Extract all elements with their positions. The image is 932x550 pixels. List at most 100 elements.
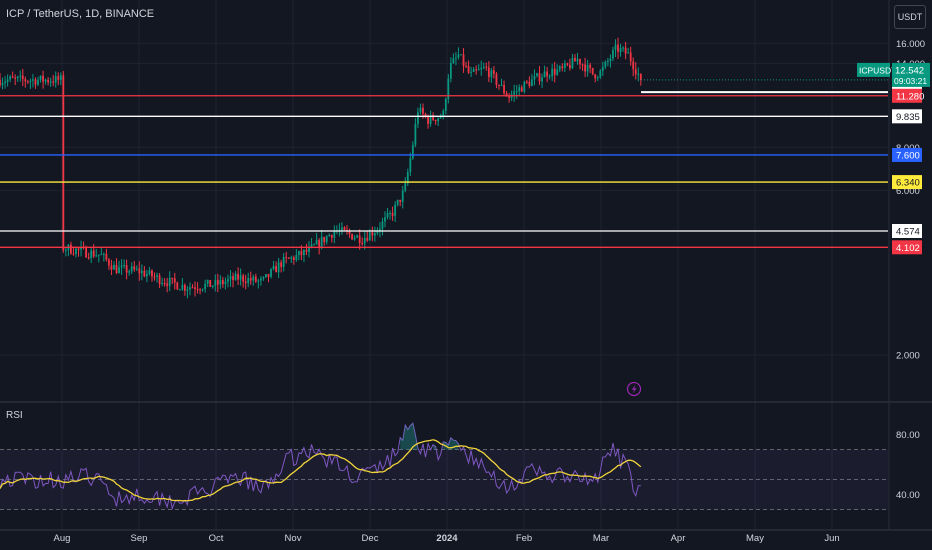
candle-body bbox=[632, 61, 635, 70]
candle-body bbox=[318, 240, 321, 248]
candle-body bbox=[601, 67, 604, 71]
candle-body bbox=[569, 64, 571, 69]
candle-body bbox=[259, 278, 262, 281]
candle-body bbox=[100, 254, 103, 256]
candle-body bbox=[401, 190, 404, 202]
candle-body bbox=[305, 249, 308, 252]
candle-body bbox=[196, 288, 199, 290]
candle-body bbox=[371, 232, 374, 236]
candle-body bbox=[148, 270, 151, 275]
candle-body bbox=[39, 75, 42, 80]
candle-body bbox=[637, 73, 640, 75]
time-axis-label: Mar bbox=[593, 533, 609, 544]
candle-body bbox=[361, 243, 364, 245]
candle-body bbox=[558, 66, 561, 70]
candle-body bbox=[487, 67, 490, 78]
candle-body bbox=[634, 69, 637, 75]
candle-body bbox=[396, 199, 399, 205]
candle-body bbox=[589, 64, 592, 68]
candle-body bbox=[419, 107, 422, 113]
candle-body bbox=[548, 76, 551, 78]
candle-body bbox=[495, 73, 498, 85]
candle-body bbox=[90, 250, 93, 258]
candle-body bbox=[467, 66, 470, 73]
candle-body bbox=[140, 270, 143, 274]
candle-body bbox=[29, 80, 32, 82]
level-price-tag bbox=[892, 147, 922, 162]
candle-body bbox=[411, 144, 414, 159]
candle-body bbox=[176, 282, 179, 290]
candle-body bbox=[363, 237, 366, 244]
candle-body bbox=[146, 274, 148, 277]
rsi-overbought-fill bbox=[400, 423, 418, 450]
candle-body bbox=[323, 236, 326, 242]
candle-body bbox=[181, 284, 184, 290]
candle-body bbox=[211, 285, 214, 287]
candle-body bbox=[320, 236, 323, 248]
candle-body bbox=[143, 270, 146, 277]
rsi-overbought-fill bbox=[433, 444, 436, 450]
candle-body bbox=[460, 54, 462, 56]
candle-body bbox=[515, 91, 518, 93]
candle-body bbox=[16, 76, 19, 79]
symbol-tag-label: ICPUSDT bbox=[859, 65, 896, 75]
candle-body bbox=[351, 234, 353, 240]
candle-body bbox=[95, 255, 98, 257]
currency-button[interactable]: USDT bbox=[894, 5, 926, 29]
candle-body bbox=[462, 54, 465, 66]
candle-body bbox=[123, 265, 126, 267]
candle-body bbox=[472, 69, 475, 72]
candle-body bbox=[310, 244, 313, 247]
candle-body bbox=[480, 67, 483, 70]
lightning-icon[interactable] bbox=[626, 381, 642, 397]
candle-body bbox=[409, 158, 412, 173]
candle-body bbox=[503, 85, 505, 94]
lightning-icon-bolt bbox=[631, 384, 637, 394]
candle-body bbox=[379, 228, 381, 231]
candle-body bbox=[85, 247, 88, 258]
candle-body bbox=[239, 275, 242, 280]
candle-body bbox=[272, 266, 275, 270]
candle-body bbox=[267, 274, 270, 277]
candle-body bbox=[280, 262, 283, 268]
candle-body bbox=[168, 277, 171, 286]
candle-body bbox=[32, 79, 34, 81]
candle-body bbox=[254, 276, 257, 282]
candle-body bbox=[591, 67, 594, 75]
candle-body bbox=[224, 281, 227, 285]
candle-body bbox=[639, 73, 642, 80]
candle-body bbox=[561, 66, 564, 68]
candle-body bbox=[417, 112, 419, 124]
candle-body bbox=[624, 47, 627, 54]
time-axis-label: Dec bbox=[362, 533, 379, 544]
candle-body bbox=[533, 76, 536, 80]
candle-body bbox=[576, 59, 579, 62]
candle-body bbox=[219, 280, 222, 285]
level-price-tag bbox=[892, 88, 922, 103]
time-axis-label: May bbox=[746, 533, 764, 544]
level-price-tag bbox=[892, 109, 922, 124]
candle-body bbox=[214, 280, 217, 286]
candle-body bbox=[368, 232, 371, 241]
candle-body bbox=[199, 289, 201, 291]
candle-body bbox=[184, 284, 186, 291]
candle-body bbox=[75, 248, 77, 255]
candle-body bbox=[543, 71, 546, 78]
candle-body bbox=[414, 123, 417, 145]
candle-body bbox=[536, 73, 538, 77]
candle-body bbox=[477, 69, 480, 71]
time-axis-label: Nov bbox=[285, 533, 302, 544]
candle-body bbox=[229, 276, 232, 280]
candle-body bbox=[201, 289, 204, 291]
rsi-ma-line bbox=[0, 439, 642, 502]
candle-body bbox=[156, 275, 158, 277]
candle-body bbox=[277, 262, 280, 273]
candle-body bbox=[216, 280, 219, 285]
candle-body bbox=[429, 115, 432, 124]
candle-body bbox=[482, 66, 485, 68]
candle-body bbox=[54, 76, 57, 83]
time-axis-label: Oct bbox=[209, 533, 224, 544]
candle-body bbox=[287, 257, 290, 259]
candle-body bbox=[541, 77, 543, 82]
